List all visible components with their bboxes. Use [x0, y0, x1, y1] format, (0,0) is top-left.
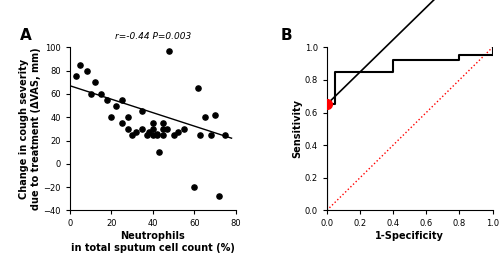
Point — [142, 133, 150, 137]
Point — [138, 109, 146, 114]
Point — [215, 194, 223, 199]
Point — [144, 130, 152, 134]
Point — [118, 121, 126, 125]
X-axis label: Neutrophils
in total sputum cell count (%): Neutrophils in total sputum cell count (… — [71, 231, 235, 253]
Point — [128, 133, 136, 137]
Point — [170, 133, 177, 137]
Point — [211, 113, 219, 117]
Point — [138, 127, 146, 131]
Point — [190, 185, 198, 189]
Point — [76, 63, 84, 67]
Point — [91, 80, 99, 84]
Point — [149, 121, 157, 125]
Y-axis label: Change in cough severity
due to treatment (ΔVAS, mm): Change in cough severity due to treatmen… — [19, 48, 40, 210]
Point — [86, 92, 94, 96]
Point — [196, 133, 204, 137]
Y-axis label: Sensitivity: Sensitivity — [292, 99, 302, 158]
Point — [97, 92, 105, 96]
Point — [124, 115, 132, 119]
Point — [222, 133, 230, 137]
Text: 46% cut off point for sputum neutrophils
in prediction to treatment response
AUC: 46% cut off point for sputum neutrophils… — [329, 0, 500, 103]
Point — [112, 103, 120, 108]
Point — [155, 150, 163, 154]
Point — [104, 98, 112, 102]
Point — [149, 127, 157, 131]
Point — [108, 115, 116, 119]
Point — [159, 133, 167, 137]
Point — [118, 98, 126, 102]
Point — [159, 121, 167, 125]
Point — [153, 132, 161, 136]
Point — [174, 130, 182, 134]
Point — [149, 133, 157, 137]
Point — [207, 133, 215, 137]
Point — [159, 127, 167, 131]
Point — [72, 74, 80, 79]
Point — [166, 49, 173, 53]
Point — [124, 127, 132, 131]
Text: B: B — [280, 28, 292, 43]
X-axis label: 1-Specificity: 1-Specificity — [375, 231, 444, 241]
Point — [82, 69, 90, 73]
Point — [200, 115, 208, 119]
Point — [194, 86, 202, 90]
Point — [164, 127, 172, 131]
Point — [153, 133, 161, 137]
Text: r=-0.44 P=0.003: r=-0.44 P=0.003 — [114, 32, 191, 41]
Point — [180, 127, 188, 131]
Point — [132, 130, 140, 134]
Text: A: A — [20, 28, 32, 43]
